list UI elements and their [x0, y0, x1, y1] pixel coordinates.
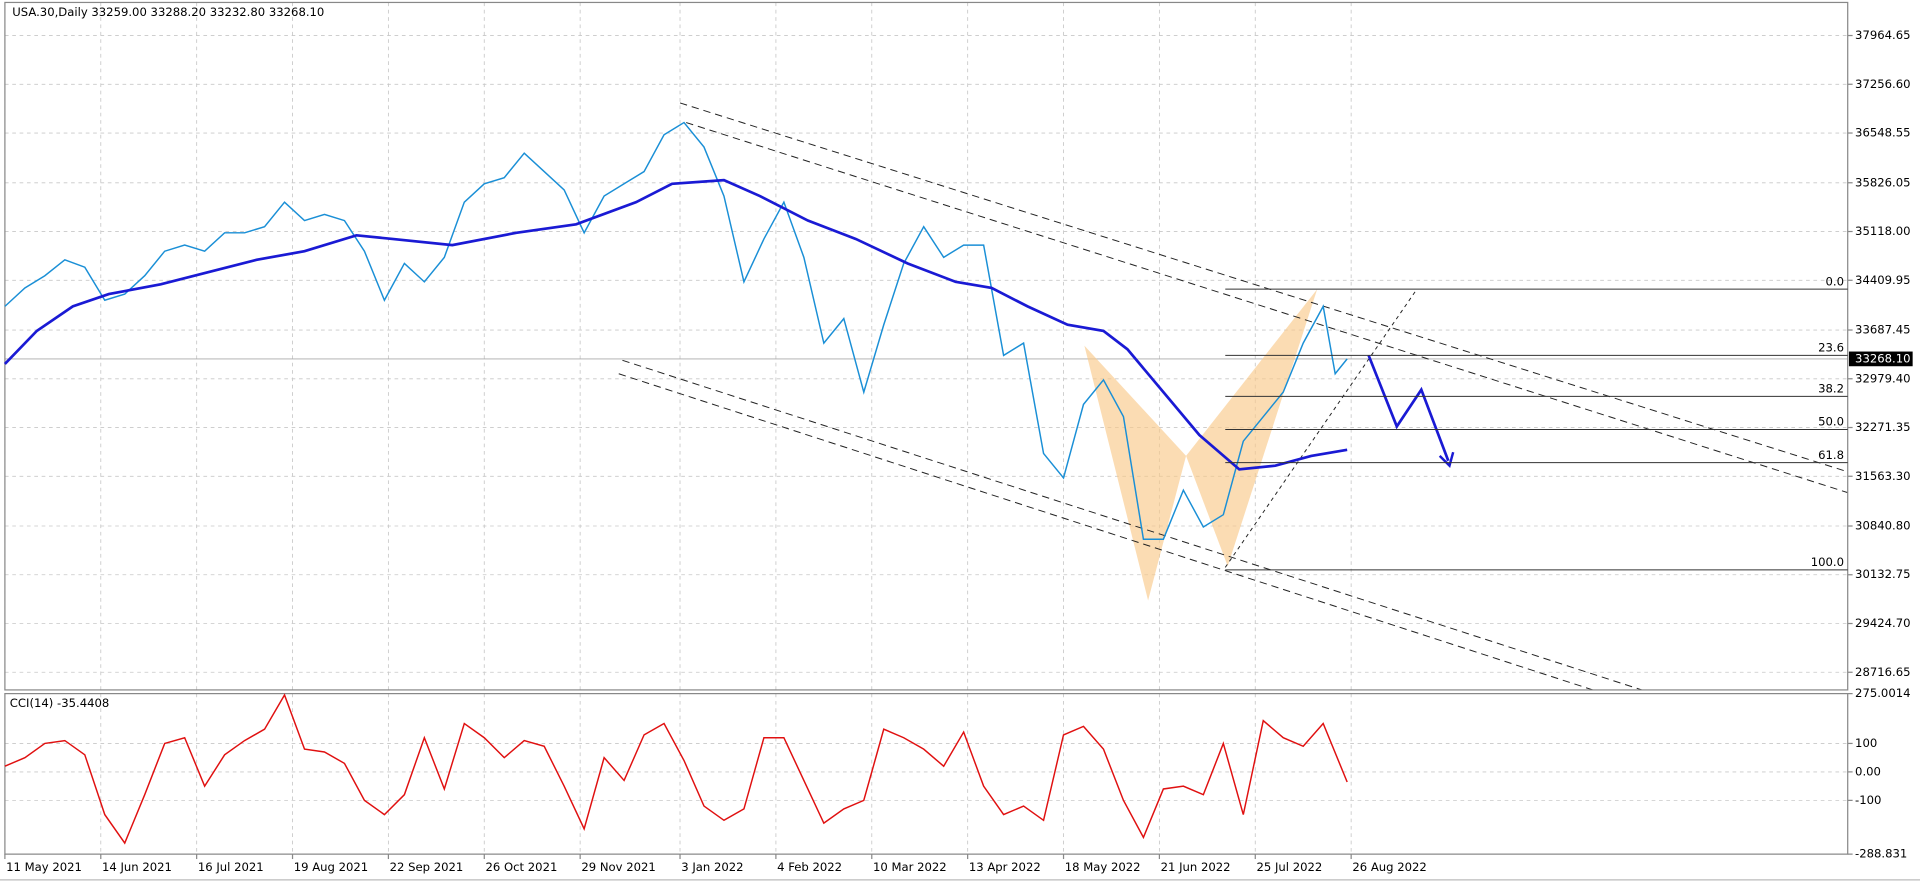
y-tick-label: 31563.30 [1855, 469, 1910, 483]
x-tick-label: 22 Sep 2021 [390, 860, 464, 874]
y-tick-label: 0.00 [1855, 764, 1881, 778]
fib-label: 23.6 [1818, 341, 1844, 355]
y-tick-label: 34409.95 [1855, 273, 1910, 287]
channel-line [622, 359, 1643, 691]
x-tick-label: 29 Nov 2021 [581, 860, 655, 874]
last-price-box [1848, 351, 1913, 367]
channel-line [686, 122, 1848, 494]
harmonic-triangle [1084, 345, 1187, 601]
x-tick-label: 13 Apr 2022 [969, 860, 1041, 874]
drawings [618, 102, 1848, 691]
y-tick-label: -288.831 [1855, 847, 1907, 861]
channel-line [679, 102, 1848, 473]
y-tick-label: 275.0014 [1855, 686, 1910, 700]
series-line [3, 178, 1348, 471]
x-tick-label: 4 Feb 2022 [777, 860, 842, 874]
last-price-label: 33268.10 [1855, 351, 1910, 365]
y-tick-label: 30840.80 [1855, 519, 1910, 533]
x-tick-label: 3 Jan 2022 [681, 860, 743, 874]
y-tick-label: 35826.05 [1855, 175, 1910, 189]
x-tick-label: 26 Aug 2022 [1352, 860, 1426, 874]
x-tick-label: 14 Jun 2021 [102, 860, 172, 874]
x-tick-label: 11 May 2021 [6, 860, 82, 874]
y-tick-label: -100 [1855, 793, 1881, 807]
projection-arrowhead [1438, 451, 1455, 469]
y-tick-label: 100 [1855, 736, 1877, 750]
y-tick-label: 37256.60 [1855, 77, 1910, 91]
series-line [4, 121, 1348, 540]
harmonic-triangle [1186, 289, 1318, 567]
y-tick-label: 32979.40 [1855, 371, 1910, 385]
fib-label: 50.0 [1818, 415, 1844, 429]
x-tick-label: 19 Aug 2021 [294, 860, 368, 874]
fib-label: 0.0 [1826, 274, 1844, 288]
y-tick-label: 35118.00 [1855, 224, 1910, 238]
x-tick-label: 16 Jul 2021 [198, 860, 264, 874]
cci-frame [4, 692, 1849, 855]
main-frame [4, 1, 1849, 691]
chart-header: USA.30,Daily 33259.00 33288.20 33232.80 … [12, 5, 324, 19]
y-tick-label: 29424.70 [1855, 616, 1910, 630]
indicator-label: CCI(14) -35.4408 [10, 696, 109, 710]
series-line [4, 693, 1348, 845]
fib-label: 61.8 [1818, 448, 1844, 462]
x-tick-label: 25 Jul 2022 [1257, 860, 1323, 874]
y-tick-label: 30132.75 [1855, 567, 1910, 581]
fib-label: 38.2 [1818, 382, 1844, 396]
x-tick-label: 21 Jun 2022 [1161, 860, 1231, 874]
fib-label: 100.0 [1811, 555, 1844, 569]
projection-path [1367, 354, 1450, 462]
x-tick-label: 10 Mar 2022 [873, 860, 947, 874]
x-tick-label: 26 Oct 2021 [486, 860, 558, 874]
y-tick-label: 36548.55 [1855, 126, 1910, 140]
x-tick-label: 18 May 2022 [1065, 860, 1141, 874]
y-tick-label: 28716.65 [1855, 665, 1910, 679]
y-tick-label: 37964.65 [1855, 28, 1910, 42]
y-tick-label: 33687.45 [1855, 323, 1910, 337]
y-tick-label: 32271.35 [1855, 420, 1910, 434]
